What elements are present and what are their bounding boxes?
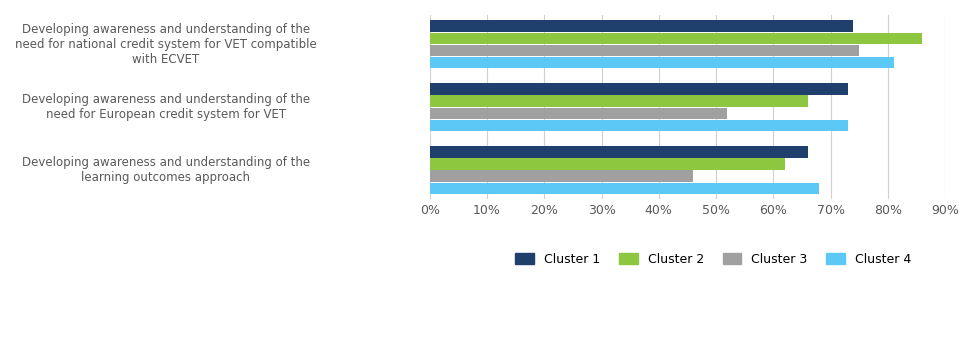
Bar — [430, 146, 807, 157]
Bar — [430, 158, 785, 170]
Bar — [430, 45, 859, 56]
Bar — [430, 21, 853, 32]
Bar — [430, 83, 847, 95]
Bar — [430, 183, 819, 194]
Legend: Cluster 1, Cluster 2, Cluster 3, Cluster 4: Cluster 1, Cluster 2, Cluster 3, Cluster… — [510, 248, 917, 271]
Bar — [430, 32, 922, 44]
Bar — [430, 57, 893, 68]
Bar — [430, 95, 807, 107]
Bar — [430, 170, 693, 182]
Bar — [430, 108, 728, 119]
Bar — [430, 120, 847, 131]
